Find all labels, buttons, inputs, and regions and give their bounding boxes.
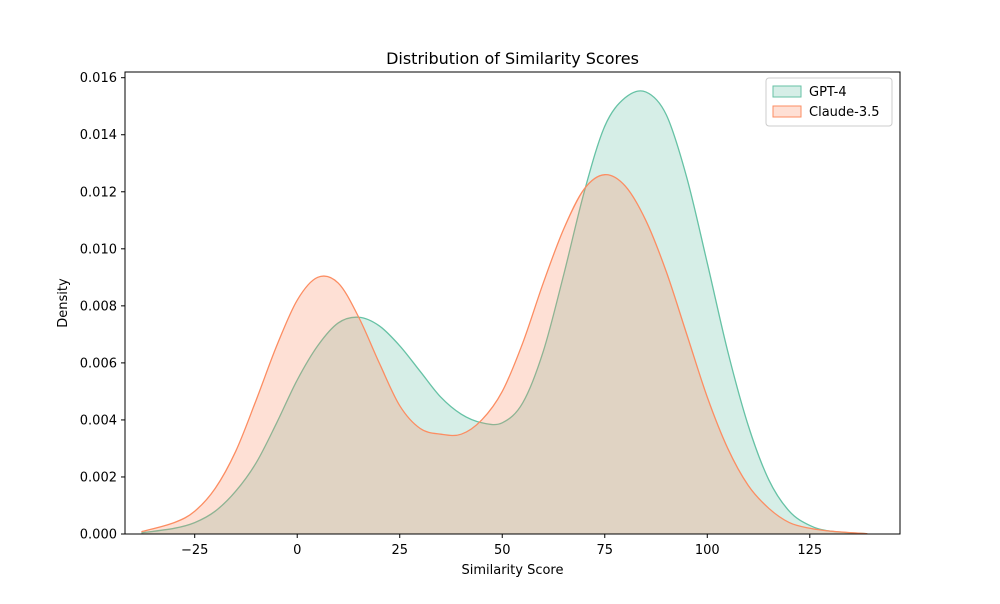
x-tick-label: −25 [181, 543, 208, 558]
y-tick-label: 0.010 [80, 242, 117, 257]
legend-label: Claude-3.5 [809, 105, 880, 120]
legend-swatch [772, 105, 802, 118]
x-tick-label: 0 [293, 543, 301, 558]
y-tick-label: 0.002 [80, 470, 117, 485]
series-area-0 [141, 90, 868, 534]
x-tick-label: 100 [695, 543, 720, 558]
series-line-0 [141, 90, 868, 535]
x-tick-label: 50 [494, 543, 511, 558]
y-tick-label: 0.004 [80, 413, 117, 428]
y-tick-label: 0.016 [80, 71, 117, 86]
y-tick-label: 0.008 [80, 299, 117, 314]
y-axis-ticks: 0.000 0.002 0.004 0.006 0.008 0.010 0.012 0.014… [80, 71, 125, 543]
legend-swatch [772, 85, 802, 98]
series-line-1 [141, 174, 868, 535]
x-axis-ticks: −25 0 25 50 75 100 125 [181, 534, 822, 558]
y-tick-label: 0.012 [80, 185, 117, 200]
chart-title: Distribution of Similarity Scores [386, 49, 639, 68]
y-tick-label: 0.000 [80, 528, 117, 543]
x-tick-label: 125 [797, 543, 822, 558]
x-tick-label: 75 [596, 543, 613, 558]
legend: GPT-4 Claude-3.5 [765, 77, 893, 127]
x-tick-label: 25 [391, 543, 408, 558]
series-layer [141, 90, 868, 535]
legend-label: GPT-4 [809, 85, 847, 100]
legend-items: GPT-4 Claude-3.5 [772, 85, 880, 120]
y-tick-label: 0.006 [80, 356, 117, 371]
y-tick-label: 0.014 [80, 128, 117, 143]
plot-frame [124, 71, 901, 535]
series-area-1 [141, 174, 868, 534]
x-axis-label: Similarity Score [461, 563, 563, 578]
legend-box [765, 77, 893, 127]
y-axis-label: Density [56, 278, 71, 328]
